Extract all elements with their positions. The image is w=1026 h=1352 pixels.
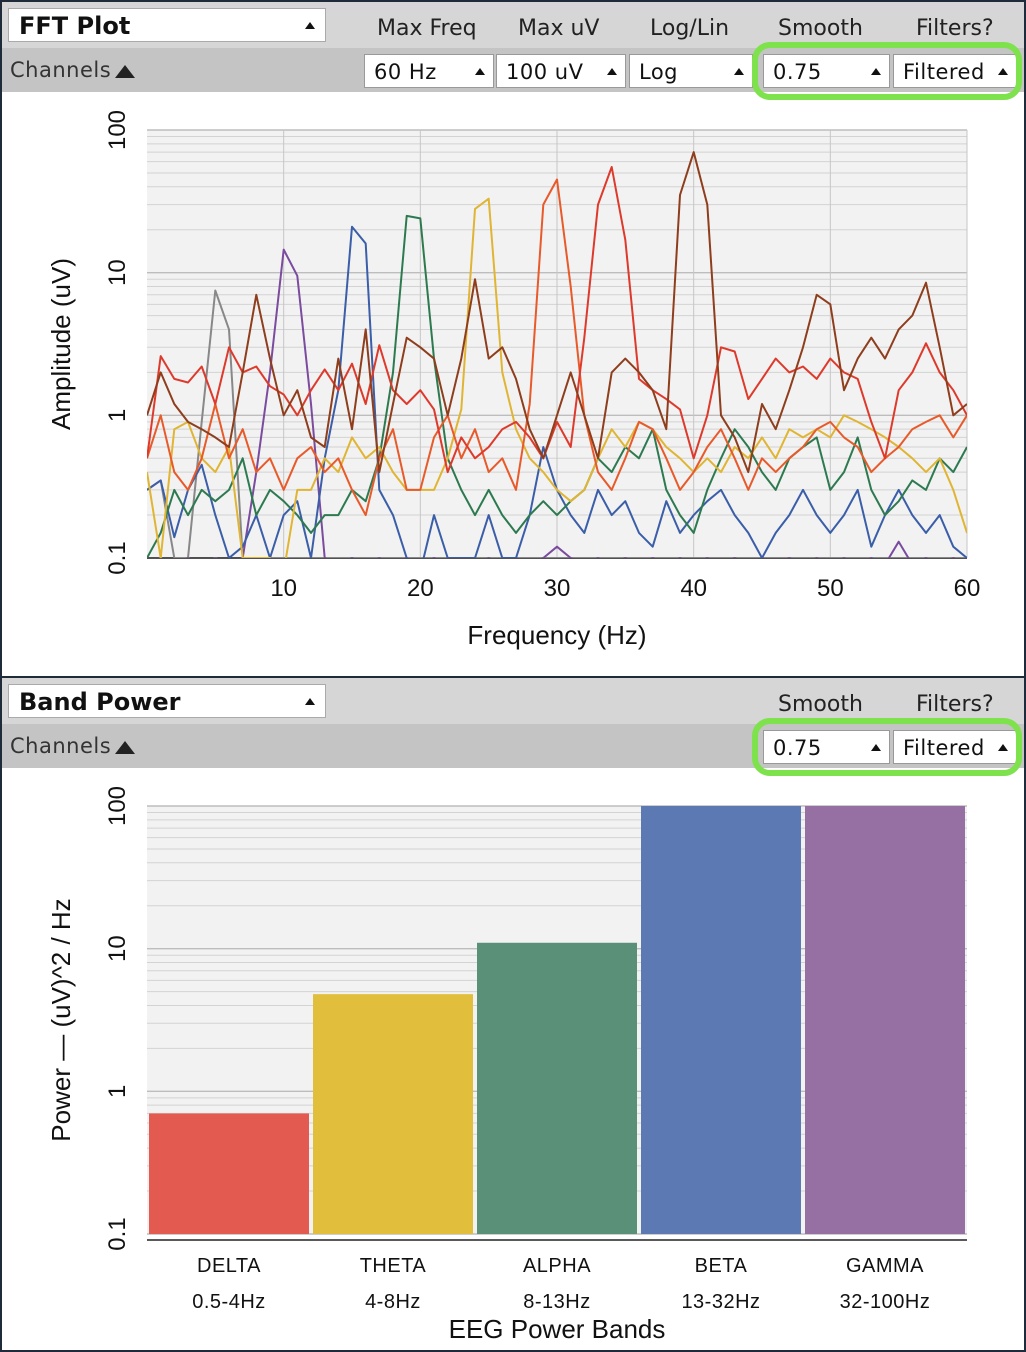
fft-plot-widget: FFT Plot Max Freq Max uV Log/Lin Smooth … — [2, 2, 1024, 676]
band-x-axis-label: EEG Power Bands — [449, 1314, 666, 1344]
chevron-up-icon — [305, 22, 315, 29]
band-filters-header: Filters? — [916, 692, 994, 717]
band-category-label: THETA — [360, 1255, 427, 1277]
filters-header: Filters? — [916, 16, 994, 41]
band-bar-theta — [313, 994, 473, 1234]
panel-divider — [2, 676, 1024, 678]
chevron-up-icon — [475, 68, 485, 75]
chevron-up-icon — [998, 744, 1008, 751]
fft-x-tick-label: 20 — [407, 575, 434, 602]
fft-filters-dropdown[interactable]: Filtered — [893, 54, 1017, 88]
band-category-label: BETA — [695, 1255, 748, 1277]
band-range-label: 8-13Hz — [523, 1291, 590, 1313]
chevron-up-icon — [871, 68, 881, 75]
band-smooth-value: 0.75 — [773, 736, 822, 760]
log-lin-value: Log — [639, 60, 679, 84]
band-y-tick-label: 10 — [104, 935, 131, 962]
fft-x-tick-label: 10 — [270, 575, 297, 602]
fft-smooth-dropdown[interactable]: 0.75 — [763, 54, 890, 88]
fft-x-tick-label: 40 — [680, 575, 707, 602]
fft-series-group — [147, 151, 967, 558]
fft-x-axis-label: Frequency (Hz) — [467, 620, 646, 650]
triangle-up-icon — [115, 740, 136, 754]
fft-x-tick-label: 60 — [954, 575, 981, 602]
fft-y-axis-label: Amplitude (uV) — [46, 258, 76, 430]
band-y-tick-label: 100 — [104, 786, 131, 826]
max-freq-value: 60 Hz — [374, 60, 437, 84]
band-range-label: 0.5-4Hz — [192, 1291, 266, 1313]
chevron-up-icon — [607, 68, 617, 75]
band-range-label: 13-32Hz — [681, 1291, 760, 1313]
fft-filters-value: Filtered — [903, 60, 985, 84]
band-bar-alpha — [477, 942, 637, 1234]
max-freq-dropdown[interactable]: 60 Hz — [364, 54, 494, 88]
band-title-bar: Band Power Smooth Filters? — [2, 678, 1024, 724]
band-bar-delta — [149, 1113, 309, 1234]
band-filters-dropdown[interactable]: Filtered — [893, 730, 1017, 764]
fft-series-line-6 — [147, 166, 967, 474]
fft-toolbar: Channels 60 Hz 100 uV Log 0.75 Filtered — [2, 42, 1024, 100]
band-y-tick-label: 1 — [104, 1085, 131, 1098]
band-channels-button[interactable]: Channels — [10, 734, 136, 758]
fft-series-line-4 — [147, 197, 967, 558]
band-bar-beta — [641, 806, 801, 1234]
band-toolbar: Channels 0.75 Filtered — [2, 718, 1024, 776]
band-widget-selector[interactable]: Band Power — [8, 684, 326, 718]
band-category-label: GAMMA — [846, 1255, 924, 1277]
band-category-label: DELTA — [197, 1255, 261, 1277]
fft-x-tick-label: 50 — [817, 575, 844, 602]
fft-channels-button[interactable]: Channels — [10, 58, 136, 82]
band-range-label: 32-100Hz — [840, 1291, 931, 1313]
log-lin-header: Log/Lin — [650, 16, 730, 41]
band-widget-title: Band Power — [19, 688, 181, 716]
fft-y-tick-label: 1 — [104, 409, 131, 422]
channels-label: Channels — [10, 58, 112, 82]
fft-series-line-1 — [158, 248, 956, 558]
band-y-tick-label: 0.1 — [104, 1217, 131, 1250]
fft-y-tick-label: 0.1 — [104, 541, 131, 574]
band-power-widget: Band Power Smooth Filters? Channels 0.75… — [2, 678, 1024, 1350]
log-lin-dropdown[interactable]: Log — [629, 54, 753, 88]
highlight-outline — [752, 42, 1022, 100]
band-bar-gamma — [805, 806, 965, 1234]
band-filters-value: Filtered — [903, 736, 985, 760]
fft-y-tick-label: 100 — [104, 110, 131, 150]
fft-widget-title: FFT Plot — [19, 12, 131, 40]
chevron-up-icon — [305, 698, 315, 705]
smooth-header: Smooth — [778, 16, 863, 41]
max-uv-header: Max uV — [518, 16, 600, 41]
max-uv-value: 100 uV — [506, 60, 584, 84]
band-range-label: 4-8Hz — [365, 1291, 421, 1313]
band-smooth-dropdown[interactable]: 0.75 — [763, 730, 890, 764]
highlight-outline — [752, 718, 1022, 776]
fft-x-tick-label: 30 — [544, 575, 571, 602]
fft-title-bar: FFT Plot Max Freq Max uV Log/Lin Smooth … — [2, 2, 1024, 48]
fft-chart: 0.1 1 10 100 10 20 30 40 50 60 Frequency (Hz) Ampli… — [46, 110, 981, 650]
chevron-up-icon — [998, 68, 1008, 75]
band-category-label: ALPHA — [523, 1255, 591, 1277]
fft-smooth-value: 0.75 — [773, 60, 822, 84]
channels-label: Channels — [10, 734, 112, 758]
band-smooth-header: Smooth — [778, 692, 863, 717]
fft-widget-selector[interactable]: FFT Plot — [8, 8, 326, 42]
fft-series-line-3 — [147, 214, 967, 558]
triangle-up-icon — [115, 64, 136, 78]
max-freq-header: Max Freq — [377, 16, 477, 41]
band-y-axis-label: Power — (uV)^2 / Hz — [46, 898, 76, 1141]
fft-y-tick-label: 10 — [104, 259, 131, 286]
max-uv-dropdown[interactable]: 100 uV — [496, 54, 626, 88]
chevron-up-icon — [871, 744, 881, 751]
chevron-up-icon — [734, 68, 744, 75]
band-power-chart: 0.1 1 10 100 DELTA 0.5-4Hz THETA 4-8Hz ALPHA 8-13… — [46, 786, 967, 1344]
fft-series-line-5 — [147, 178, 967, 517]
fft-series-line-7 — [147, 151, 967, 474]
